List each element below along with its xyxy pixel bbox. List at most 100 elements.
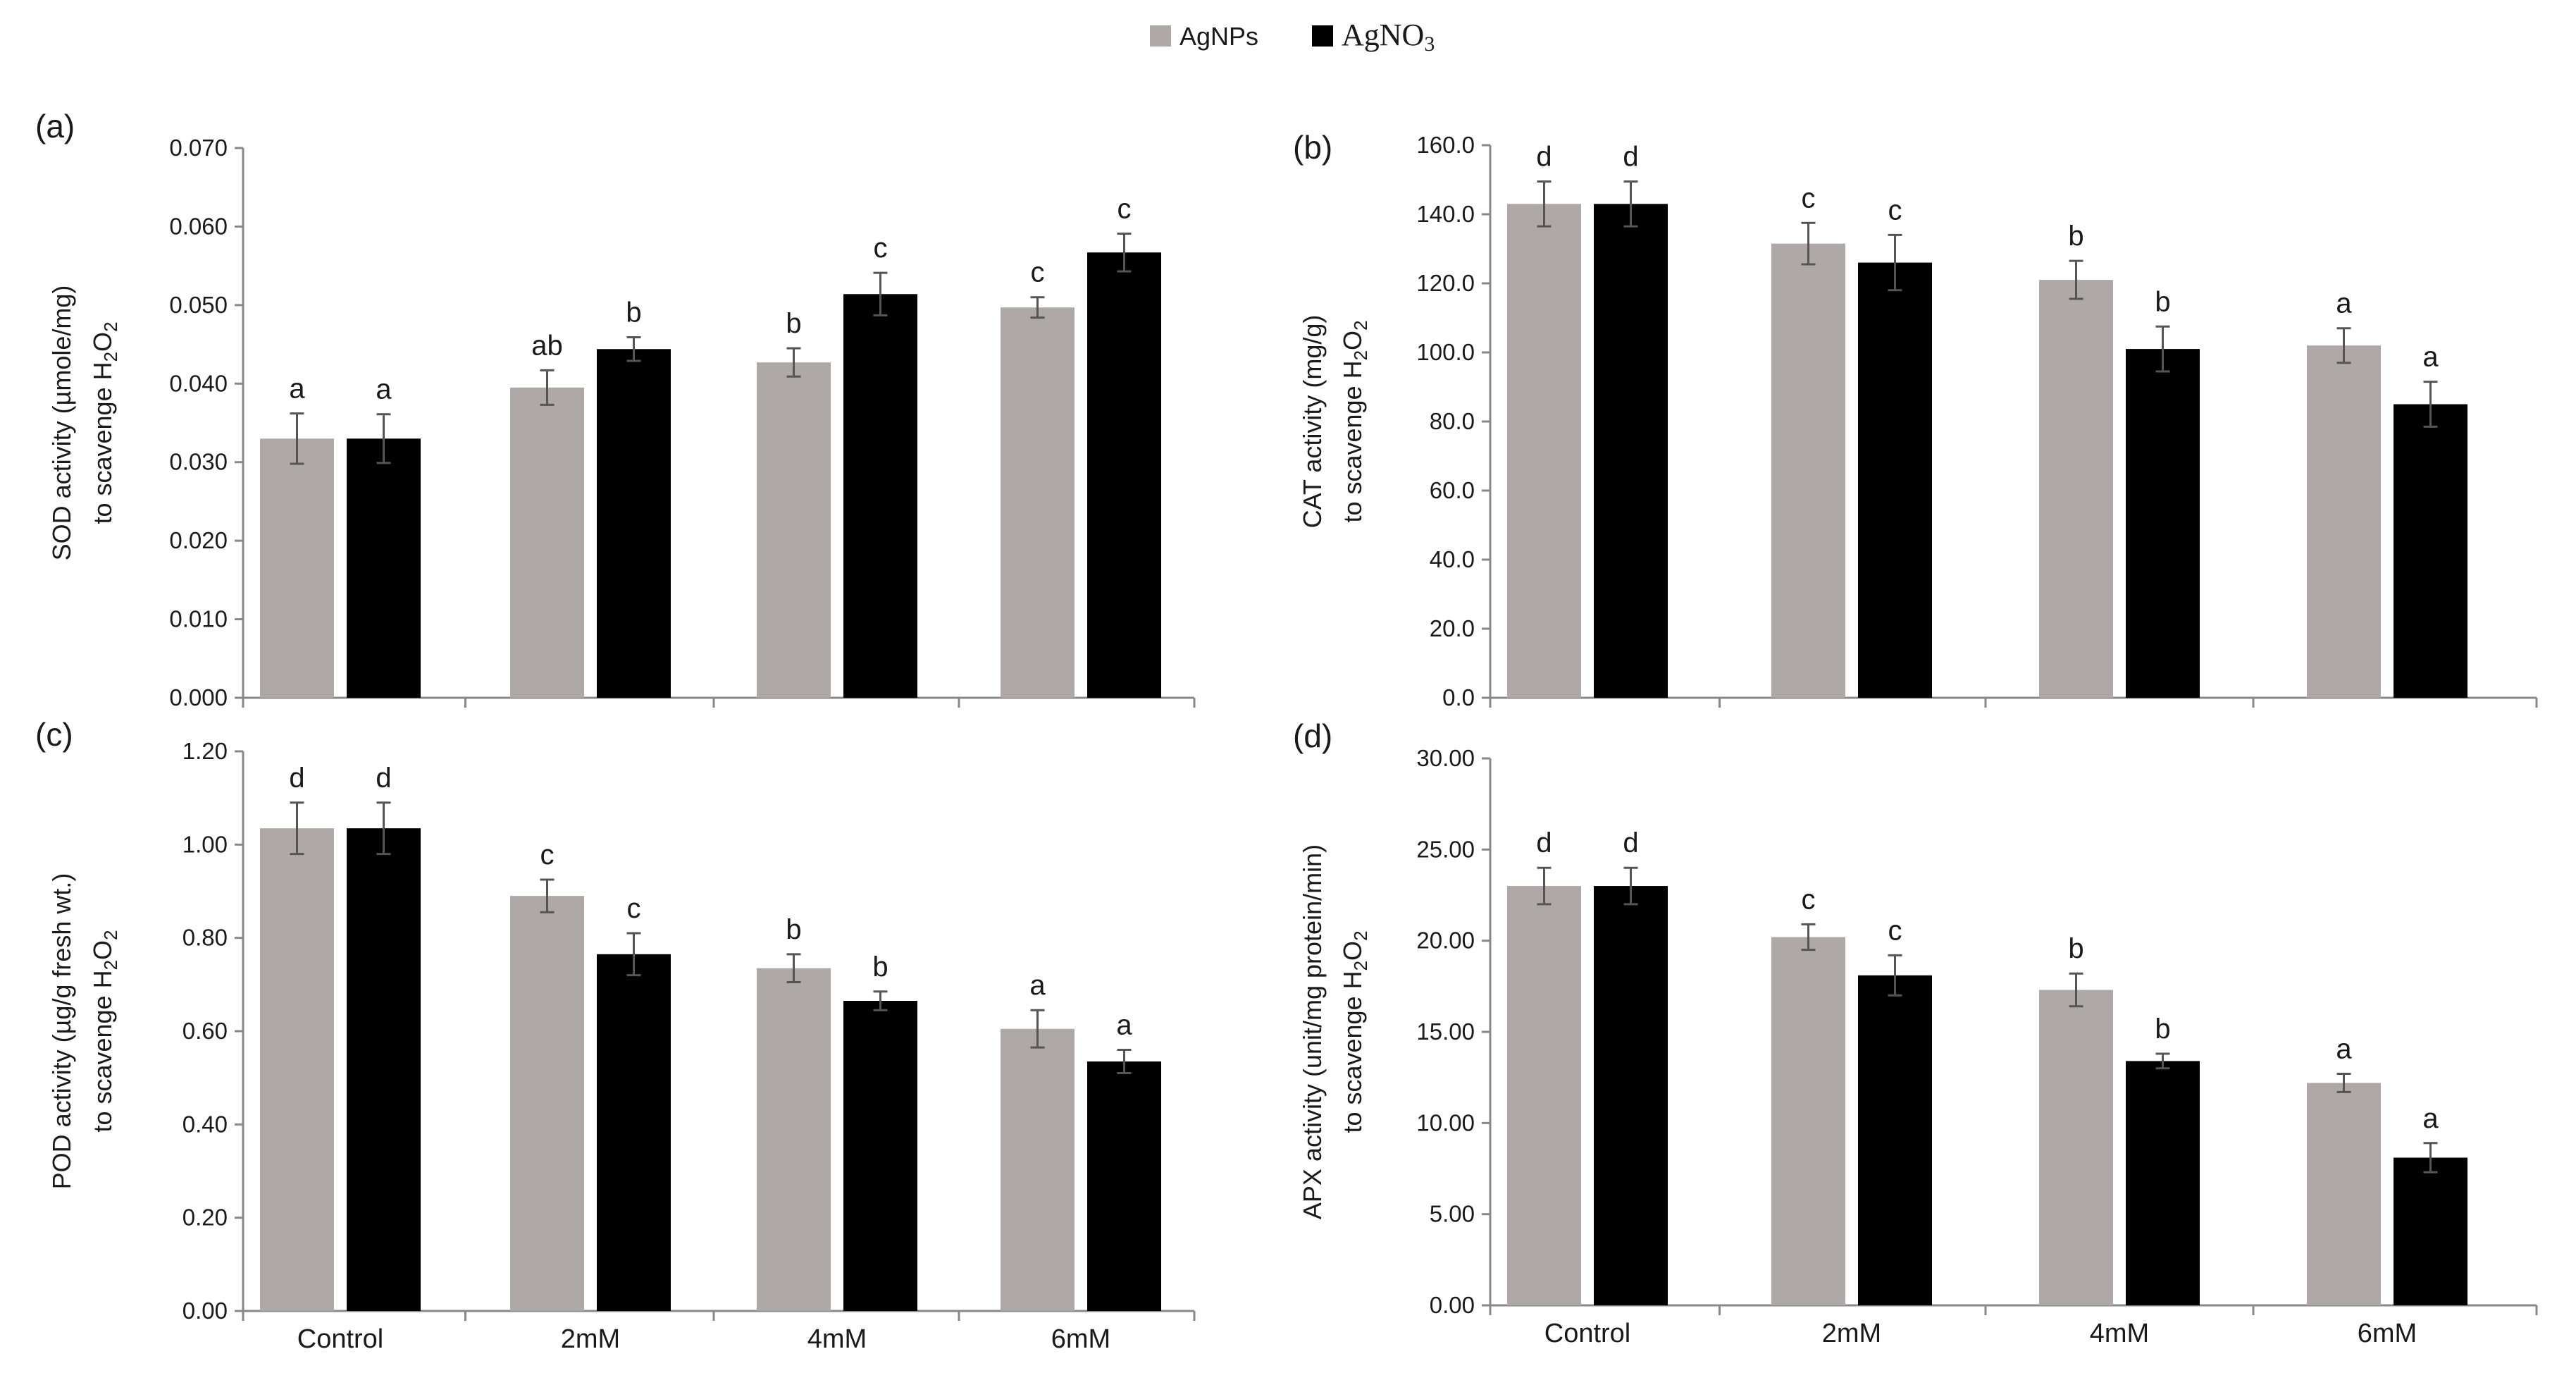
significance-letter: a: [2336, 1033, 2352, 1064]
significance-letter: a: [2422, 342, 2439, 373]
significance-letter: c: [874, 233, 888, 264]
y-tick-label: 25.00: [1416, 836, 1475, 862]
bar-agno3: [2394, 404, 2467, 698]
significance-letter: c: [1888, 195, 1902, 226]
significance-letter: b: [786, 308, 801, 339]
bar-agno3: [1594, 886, 1668, 1305]
y-tick-label: 0.80: [182, 925, 228, 951]
bar-agnps: [510, 387, 584, 698]
y-tick-label: 15.00: [1416, 1018, 1475, 1045]
significance-letter: a: [1029, 970, 1046, 1001]
bar-agnps: [1001, 307, 1075, 698]
significance-letter: a: [1116, 1009, 1132, 1040]
y-axis-label-line2-text: to scavenge H: [1338, 360, 1367, 522]
bar-agno3: [347, 438, 421, 698]
bar-agnps: [757, 362, 831, 698]
bar-agnps: [1001, 1028, 1075, 1311]
bar-agnps: [757, 968, 831, 1311]
bar-agnps: [510, 896, 584, 1311]
significance-letter: c: [540, 839, 555, 870]
y-tick-label: 160.0: [1416, 132, 1475, 158]
significance-letter: c: [1802, 884, 1816, 915]
y-tick-label: 30.00: [1416, 745, 1475, 771]
legend-label-0: AgNPs: [1179, 22, 1258, 51]
bar-agno3: [843, 1000, 917, 1311]
y-axis-label-formula-part: O: [1338, 331, 1367, 350]
legend-label-text-1: AgNO: [1342, 18, 1424, 52]
bar-agnps: [260, 438, 334, 698]
bar-agno3: [2126, 349, 2200, 698]
significance-letter: c: [1802, 183, 1816, 214]
y-tick-label: 100.0: [1416, 339, 1475, 365]
panel-label: (a): [35, 108, 75, 144]
chart-panel-1: (b) 0.0 20.0 40.0 60.0 80.0 100.0 120.0 140.0 160…: [1293, 129, 2538, 710]
category-label: 4mM: [807, 1324, 867, 1354]
panel-label: (b): [1293, 129, 1332, 166]
y-axis-label-formula-part: O: [88, 332, 117, 352]
panel-label: (d): [1293, 718, 1332, 754]
bar-agnps: [2039, 280, 2113, 698]
bar-agnps: [1507, 204, 1581, 698]
bar-agno3: [347, 828, 421, 1311]
category-label: Control: [297, 1324, 384, 1354]
y-tick-label: 1.00: [182, 831, 228, 857]
significance-letter: b: [2155, 1014, 2170, 1045]
significance-letter: d: [1623, 141, 1638, 172]
y-tick-label: 0.00: [1430, 1292, 1475, 1318]
significance-letter: a: [289, 374, 305, 405]
y-axis-label-formula-part: O: [1338, 941, 1367, 961]
y-axis-label-formula-part: 2: [100, 352, 121, 362]
y-tick-label: 0.40: [182, 1111, 228, 1137]
y-axis-label-line2: to scavenge H2O2: [1338, 930, 1371, 1133]
significance-letter: d: [289, 763, 304, 794]
bar-agnps: [260, 828, 334, 1311]
significance-letter: c: [627, 893, 641, 924]
chart-panels: (a) 0.000 0.010 0.020 0.030 0.040 0.050 0.060 0.…: [35, 108, 2538, 1354]
y-axis-label-line2-text: to scavenge H: [88, 970, 117, 1132]
category-label: 2mM: [561, 1324, 620, 1354]
y-tick-label: 140.0: [1416, 201, 1475, 227]
significance-letter: d: [376, 763, 391, 794]
legend-label-1: AgNO3: [1342, 18, 1435, 56]
y-tick-label: 0.010: [169, 606, 228, 632]
y-tick-label: 0.00: [182, 1298, 228, 1324]
bar-agnps: [1771, 937, 1845, 1305]
y-tick-label: 60.0: [1430, 477, 1475, 503]
y-tick-label: 0.040: [169, 370, 228, 396]
y-tick-label: 0.20: [182, 1205, 228, 1231]
y-tick-label: 0.000: [169, 684, 228, 710]
y-tick-label: 120.0: [1416, 270, 1475, 296]
y-tick-label: 10.00: [1416, 1109, 1475, 1135]
significance-letter: b: [626, 297, 641, 328]
chart-panel-0: (a) 0.000 0.010 0.020 0.030 0.040 0.050 0.060 0.…: [35, 108, 1196, 710]
y-axis-label-line2: to scavenge H2O2: [1338, 320, 1371, 522]
bar-agnps: [1507, 886, 1581, 1305]
category-label: 6mM: [2358, 1319, 2417, 1348]
category-label: 2mM: [1822, 1319, 1881, 1348]
bar-agno3: [597, 954, 671, 1311]
bar-agno3: [2394, 1157, 2467, 1305]
bar-agnps: [2307, 345, 2381, 698]
significance-letter: b: [2155, 286, 2170, 317]
y-tick-label: 1.20: [182, 738, 228, 764]
y-tick-label: 20.0: [1430, 615, 1475, 641]
legend-label-text-0: AgNPs: [1179, 22, 1258, 51]
y-axis-label-formula-part: 2: [1350, 350, 1371, 360]
y-tick-label: 0.070: [169, 135, 228, 161]
y-tick-label: 80.0: [1430, 408, 1475, 434]
significance-letter: d: [1536, 141, 1552, 172]
y-tick-label: 0.050: [169, 292, 228, 318]
y-axis-label-line1: CAT activity (mg/g): [1298, 315, 1327, 529]
y-axis-label-line2-text: to scavenge H: [1338, 971, 1367, 1133]
significance-letter: b: [2068, 933, 2083, 964]
bar-agno3: [1087, 1061, 1161, 1311]
y-tick-label: 0.0: [1442, 684, 1475, 710]
y-tick-label: 20.00: [1416, 928, 1475, 954]
significance-letter: c: [1888, 915, 1902, 946]
y-axis-label-formula-part: 2: [100, 930, 121, 940]
y-tick-label: 0.060: [169, 213, 228, 239]
significance-letter: d: [1623, 827, 1638, 858]
bar-agno3: [1087, 252, 1161, 698]
significance-letter: a: [2422, 1103, 2439, 1134]
